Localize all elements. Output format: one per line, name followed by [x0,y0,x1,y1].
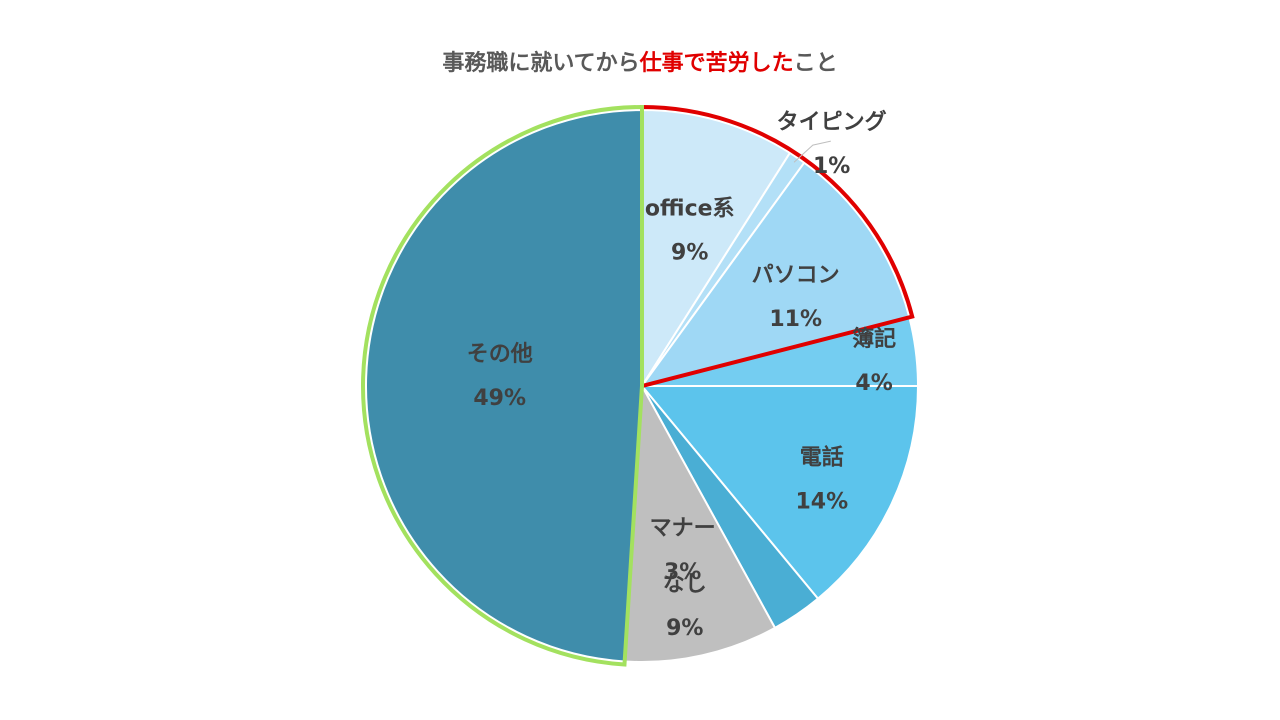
chart-title-highlight: 仕事で苦労した [639,50,794,76]
leader-line [793,140,831,163]
slice-name-label-2: パソコン [752,263,840,288]
slice-name-label-0: office系 [645,197,735,222]
slice-value-label-0: 9% [671,241,708,266]
highlight-outline-0 [640,104,915,389]
slice-value-label-5: 3% [664,560,701,585]
chart-title-prefix: 事務職に就いてから [442,50,639,76]
slice-name-label-1: タイピング [777,109,887,135]
pie-slices [365,108,920,663]
slice-name-label-5: マナー [650,516,716,541]
chart-title-suffix: こと [794,51,838,76]
slice-value-label-3: 4% [855,371,892,396]
slice-name-label-7: その他 [467,342,533,367]
pie-slice-7 [365,108,643,663]
pie-slice-4 [639,385,920,601]
slice-value-label-6: 9% [666,616,703,641]
pie-slice-2 [639,161,911,388]
highlight-outlines [361,104,915,667]
slice-value-label-1: 1% [813,154,850,179]
slice-name-label-6: なし [663,572,707,597]
slice-value-label-4: 14% [795,490,848,515]
slice-value-label-7: 49% [473,386,526,411]
slice-name-label-3: 簿記 [852,326,896,352]
pie-slice-0 [641,108,792,390]
slice-value-label-2: 11% [769,307,822,332]
highlight-outline-1 [361,104,644,667]
slice-name-label-4: 電話 [800,445,844,471]
pie-slice-6 [623,382,777,663]
chart-title: 事務職に就いてから仕事で苦労したこと [442,50,837,76]
slice-labels: office系 9% タイピング 1% パソコン 11% 簿記 4% 電話 14% マナー 3%なし 9… [467,109,896,641]
